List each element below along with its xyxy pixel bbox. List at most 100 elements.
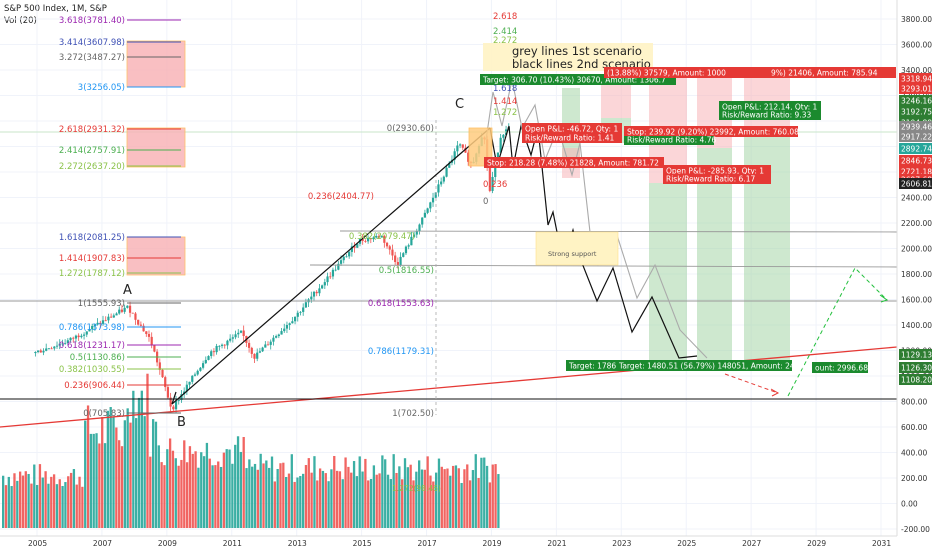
candle-body — [61, 343, 64, 345]
candle-body — [91, 325, 94, 330]
volume-bar — [466, 464, 469, 528]
position-text-g2: Open P&L: 212.14, Qty: 1 — [722, 103, 818, 112]
volume-bar — [367, 480, 370, 528]
position-zone-5 — [649, 183, 687, 365]
volume-bar — [89, 433, 93, 528]
price-tick-17: 400.00 — [901, 449, 927, 458]
candle-body — [445, 167, 448, 177]
volume-bar — [7, 476, 10, 528]
volume-bar — [350, 472, 353, 528]
volume-bar — [415, 471, 418, 528]
volume-bar — [480, 457, 483, 528]
candle-body — [72, 337, 75, 339]
volume-bar — [101, 417, 104, 528]
time-axis[interactable]: 2005 2007 2009 2011 2013 2015 2017 2019 2021 2023… — [0, 535, 897, 548]
candle-body — [50, 348, 53, 350]
candle-body — [421, 217, 424, 225]
volume-bars: 1.272(98.46) — [2, 373, 500, 528]
volume-bar — [477, 477, 480, 528]
volume-bar — [403, 458, 407, 528]
time-tick-2: 2009 — [158, 539, 177, 548]
fib-box-0 — [126, 40, 186, 88]
position-box-r3 — [484, 157, 664, 168]
price-tag-0: 3318.94 — [901, 75, 932, 84]
price-tag-13: 1126.30 — [901, 364, 932, 373]
candle-body — [42, 350, 45, 353]
volume-bar — [355, 476, 359, 528]
candle-body — [404, 246, 408, 254]
candle-body — [388, 246, 391, 250]
volume-bar — [497, 474, 500, 528]
candle-body — [315, 291, 318, 294]
price-tag-6: 2917.22 — [901, 133, 932, 142]
time-tick-13: 2031 — [872, 539, 891, 548]
volume-bar — [358, 456, 361, 528]
price-tag-bg-7 — [899, 143, 932, 154]
price-tag-bg-11 — [899, 178, 932, 189]
volume-bar — [35, 484, 39, 528]
time-tick-3: 2011 — [223, 539, 242, 548]
candle-body — [74, 335, 78, 339]
volume-bar — [420, 469, 424, 528]
fib-box-2 — [126, 236, 186, 276]
volume-bar — [483, 457, 486, 528]
strong-support-label: Strong support — [548, 250, 597, 258]
candle-body — [153, 344, 156, 352]
volume-bar — [401, 479, 404, 528]
volume-bar — [78, 476, 81, 528]
volume-bar — [352, 461, 356, 528]
volume-bar — [398, 466, 401, 528]
fib-left-label-5: 2.414(2757.91) — [59, 146, 125, 156]
price-tick-20: -200.00 — [901, 525, 930, 534]
volume-bar — [313, 456, 316, 528]
recovery-path-green — [787, 267, 888, 397]
candle-body — [280, 331, 283, 335]
price-tag-bg-3 — [899, 106, 932, 117]
volume-bar — [338, 471, 342, 528]
volume-bar — [347, 466, 350, 528]
volume-bar — [485, 465, 489, 528]
volume-bar — [293, 481, 296, 528]
candle-body — [448, 162, 451, 168]
fib-top-label-6: 0.236 — [483, 180, 507, 190]
volume-bar — [174, 458, 177, 528]
volume-bar — [154, 421, 158, 528]
candle-body — [53, 346, 56, 349]
volume-bar — [50, 476, 53, 528]
candle-body — [169, 397, 172, 407]
position-box-g2b — [719, 110, 821, 120]
volume-bar — [239, 451, 243, 528]
candle-body — [234, 334, 237, 338]
candle-body — [204, 359, 207, 364]
volume-indicator-label: Vol (20) — [4, 16, 37, 26]
candle-body — [467, 152, 470, 162]
candle-body — [356, 243, 359, 248]
recovery-arrow-green — [879, 294, 889, 303]
volume-bar — [92, 433, 95, 528]
candle-body — [166, 387, 170, 398]
volume-bar — [395, 472, 398, 528]
time-tick-7: 2019 — [482, 539, 501, 548]
volume-bar — [437, 458, 441, 528]
volume-bar — [389, 479, 393, 528]
position-box-g4 — [616, 360, 792, 371]
candle-body — [34, 351, 37, 354]
price-tag-bg-9 — [899, 166, 932, 177]
candle-body — [47, 348, 51, 350]
volume-bar — [84, 420, 87, 528]
time-tick-0: 2005 — [28, 539, 47, 548]
price-tick-8: 2200.00 — [901, 219, 932, 228]
fib-left-label-0: 3.618(3781.40) — [59, 16, 125, 26]
fib-left-label-13: 0.5(1130.86) — [70, 353, 125, 363]
candle-body — [275, 336, 278, 338]
candle-body — [207, 356, 210, 360]
volume-bar — [67, 476, 70, 528]
candle-body — [310, 296, 313, 300]
volume-bar — [228, 449, 231, 528]
price-tag-5: 2939.46 — [901, 123, 932, 132]
volume-bar — [214, 465, 217, 528]
fib-left-label-15: 0.236(906.44) — [64, 381, 125, 391]
time-tick-5: 2015 — [353, 539, 372, 548]
volume-bar — [378, 473, 381, 528]
